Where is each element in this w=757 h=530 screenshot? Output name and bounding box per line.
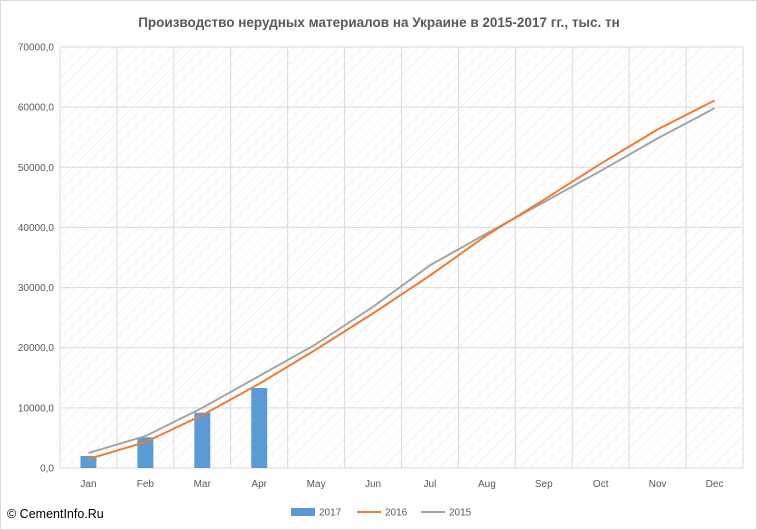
bar-2017	[80, 455, 97, 468]
x-tick-label: Sep	[535, 479, 553, 490]
x-tick-label: Feb	[137, 479, 155, 490]
bar-2017	[251, 388, 268, 468]
legend-label-2017: 2017	[319, 508, 342, 519]
vertical-gridlines	[59, 47, 744, 468]
watermark: © CementInfo.Ru	[7, 507, 104, 521]
y-tick-label: 0,0	[40, 464, 54, 475]
bar-2017	[194, 412, 211, 468]
y-tick-label: 10000,0	[18, 403, 55, 414]
chart-title: Производство нерудных материалов на Укра…	[138, 15, 620, 30]
x-tick-label: Apr	[251, 479, 267, 490]
y-tick-label: 30000,0	[18, 283, 55, 294]
legend-swatch-2017	[291, 508, 315, 516]
x-tick-label: May	[307, 479, 326, 490]
x-tick-label: Dec	[706, 479, 724, 490]
y-tick-label: 20000,0	[18, 343, 55, 354]
x-tick-label: Jul	[424, 479, 437, 490]
line-series	[88, 99, 715, 460]
y-tick-label: 60000,0	[18, 103, 55, 114]
x-axis-ticks: Jan Feb Mar Apr May Jun Jul Aug Sep Oct Nov Dec	[80, 479, 723, 490]
x-tick-label: Oct	[593, 479, 609, 490]
x-tick-label: Aug	[478, 479, 496, 490]
bar-series-2017	[80, 388, 268, 468]
legend-label-2015: 2015	[449, 508, 472, 519]
y-tick-label: 40000,0	[18, 223, 55, 234]
x-tick-label: Mar	[194, 479, 212, 490]
x-tick-label: Jan	[80, 479, 96, 490]
y-axis-ticks: 0,0 10000,0 20000,0 30000,0 40000,0 50000,0 60…	[18, 43, 55, 475]
legend-label-2016: 2016	[385, 508, 408, 519]
line-2016	[88, 99, 715, 460]
y-tick-label: 70000,0	[18, 43, 55, 54]
x-tick-label: Jun	[365, 479, 381, 490]
bar-2017	[137, 437, 154, 468]
y-tick-label: 50000,0	[18, 163, 55, 174]
x-tick-label: Nov	[649, 479, 667, 490]
line-2015	[88, 107, 715, 454]
legend: 2017 2016 2015	[291, 508, 472, 519]
